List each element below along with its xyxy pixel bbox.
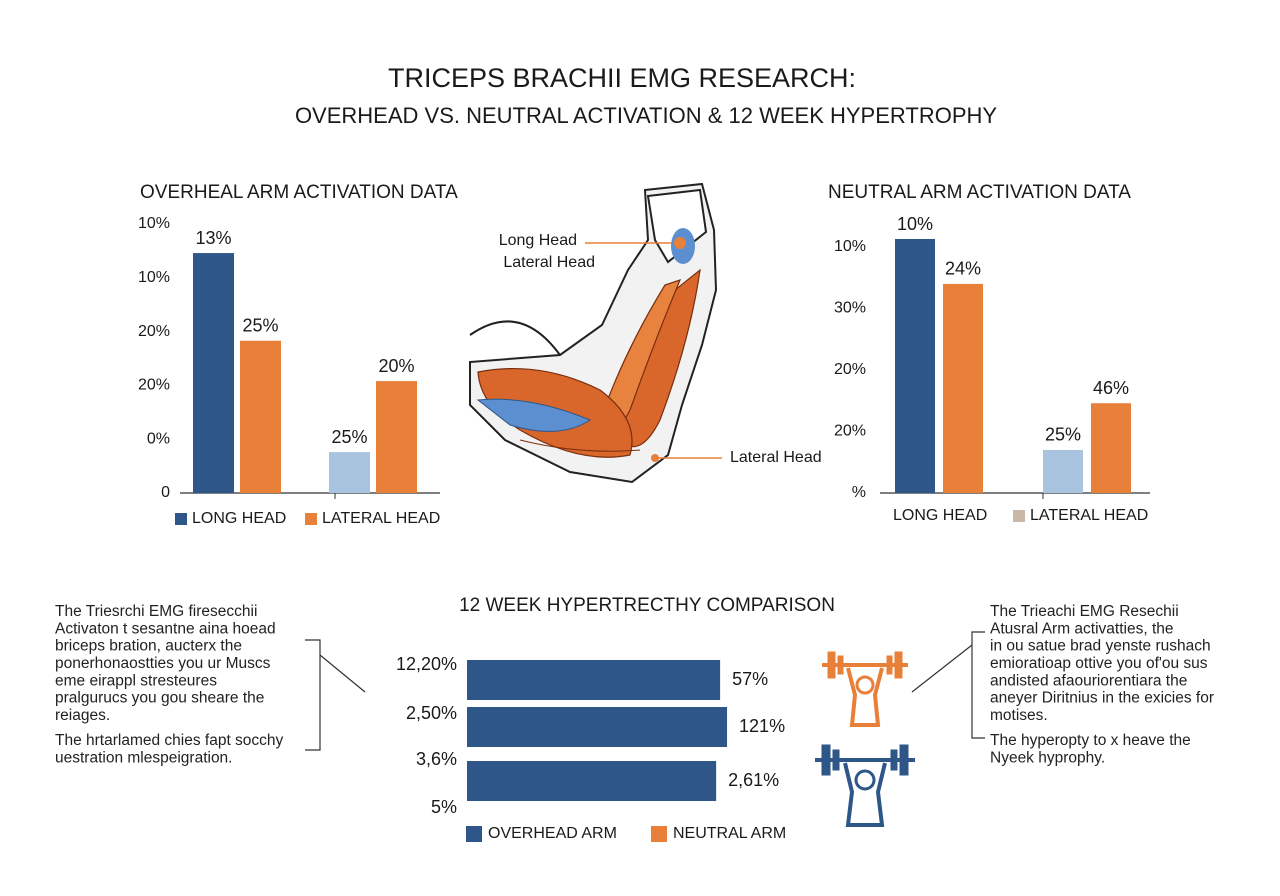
note-line: pralgurucs you gou sheare the — [55, 690, 264, 707]
note-line: Activaton t sesantne aina hoead — [55, 620, 276, 637]
note-line: uestration mlespeigration. — [55, 749, 233, 766]
bracket — [305, 631, 985, 751]
title: TRICEPS BRACHII EMG RESEARCH: — [388, 63, 856, 93]
y-tick-label: 20% — [834, 423, 866, 440]
y-tick-label: 20% — [138, 377, 170, 394]
value-label: 25% — [242, 315, 278, 335]
lifter-icon — [815, 744, 915, 827]
note-line: aneyer Diritnius in the exicies for — [990, 690, 1214, 707]
y-label: 5% — [431, 797, 457, 817]
note-line: The Trieachi EMG Resechii — [990, 603, 1179, 620]
legend-swatch — [651, 826, 667, 842]
value-label: 2,61% — [728, 770, 779, 790]
legend-label: LONG HEAD — [893, 507, 987, 524]
value-label: 10% — [897, 214, 933, 234]
note-line: Atusral Arm activatties, the — [990, 620, 1174, 637]
chart-title: OVERHEAL ARM ACTIVATION DATA — [140, 182, 458, 203]
bar — [467, 660, 721, 700]
note-line: The hyperopty to x heave the — [990, 732, 1191, 749]
y-label: 3,6% — [416, 749, 457, 769]
legend-label: OVERHEAD ARM — [488, 825, 617, 842]
bar — [329, 452, 370, 493]
legend-label: LATERAL HEAD — [1030, 507, 1148, 524]
arm-label: Long Head — [499, 232, 577, 249]
bar — [467, 707, 728, 747]
value-label: 121% — [739, 716, 785, 736]
bar — [1091, 403, 1131, 493]
value-label: 24% — [945, 259, 981, 279]
arm-label: Lateral Head — [730, 449, 822, 466]
arm-illustration — [469, 182, 722, 484]
note-line: briceps bration, aucterx the — [55, 638, 242, 655]
note-line: andisted afaouriorentiara the — [990, 672, 1187, 689]
legend-swatch — [175, 513, 187, 525]
note-line: The hrtarlamed chies fapt socchy — [55, 732, 284, 749]
bar — [1043, 449, 1083, 493]
y-label: 12,20% — [396, 654, 457, 674]
arm-label: Lateral Head — [503, 254, 595, 271]
note-line: in ou satue brad yenste rushach — [990, 638, 1211, 655]
bar — [895, 239, 935, 493]
value-label: 25% — [331, 427, 367, 447]
bar — [943, 283, 983, 493]
y-tick-label: % — [852, 484, 866, 501]
y-tick-label: 20% — [138, 323, 170, 340]
y-tick-label: 10% — [138, 215, 170, 232]
note-line: eme eirappl stresteures — [55, 672, 217, 689]
y-tick-label: 0% — [147, 430, 170, 447]
value-label: 46% — [1093, 378, 1129, 398]
y-tick-label: 10% — [138, 269, 170, 286]
note-line: ponerhonaostties you ur Muscs — [55, 655, 271, 672]
y-label: 2,50% — [406, 703, 457, 723]
legend-swatch — [1013, 510, 1025, 522]
value-label: 13% — [195, 228, 231, 248]
chart-title: 12 WEEK HYPERTRECTHY COMPARISON — [459, 595, 835, 616]
value-label: 20% — [378, 356, 414, 376]
note-line: Nyeek hyprophy. — [990, 749, 1105, 766]
bar — [240, 340, 281, 493]
chart-title: NEUTRAL ARM ACTIVATION DATA — [828, 182, 1131, 203]
legend-swatch — [305, 513, 317, 525]
legend-swatch — [466, 826, 482, 842]
value-label: 25% — [1045, 425, 1081, 445]
legend-label: NEUTRAL ARM — [673, 825, 786, 842]
y-tick-label: 0 — [161, 484, 170, 501]
bar — [193, 253, 234, 493]
y-tick-label: 10% — [834, 238, 866, 255]
note-line: reiages. — [55, 707, 110, 724]
bar — [467, 761, 717, 801]
y-tick-label: 30% — [834, 300, 866, 317]
bar — [376, 381, 417, 493]
value-label: 57% — [732, 669, 768, 689]
legend-label: LONG HEAD — [192, 510, 286, 527]
note-line: motises. — [990, 707, 1048, 724]
lifter-icon — [822, 651, 908, 727]
note-line: The Triesrchi EMG firesecchii — [55, 603, 257, 620]
note-line: emioratioap ottive you of'ou sus — [990, 655, 1208, 672]
y-tick-label: 20% — [834, 361, 866, 378]
subtitle: OVERHEAD VS. NEUTRAL ACTIVATION & 12 WEE… — [295, 103, 997, 128]
legend-label: LATERAL HEAD — [322, 510, 440, 527]
